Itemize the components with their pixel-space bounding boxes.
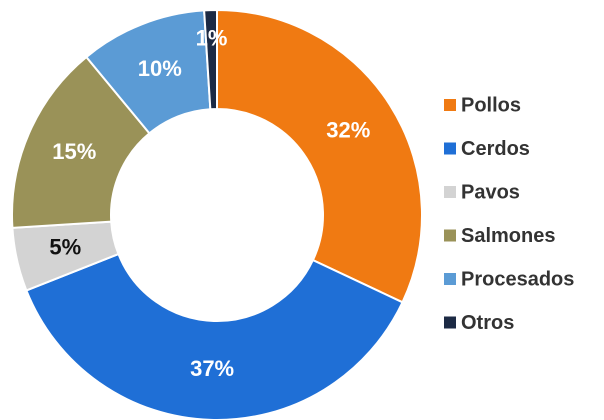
legend-label: Otros <box>461 312 514 334</box>
donut-slice <box>25 252 404 420</box>
donut-slice <box>203 8 218 111</box>
data-label: 32% <box>326 117 370 142</box>
legend-swatch <box>444 99 456 111</box>
legend-label: Cerdos <box>461 138 530 160</box>
donut-slice <box>216 8 423 304</box>
data-label: 1% <box>196 25 228 50</box>
legend-swatch <box>444 229 456 242</box>
data-label: 5% <box>49 235 81 260</box>
legend-label: Salmones <box>461 225 555 247</box>
legend-label: Procesados <box>461 268 574 290</box>
legend-label: Pavos <box>461 181 520 203</box>
legend-swatch <box>444 186 456 198</box>
legend-label: Pollos <box>461 94 521 116</box>
donut-slice <box>11 55 151 229</box>
data-label: 37% <box>190 356 234 381</box>
legend-swatch <box>444 273 456 285</box>
data-label: 10% <box>138 56 182 81</box>
legend-swatch <box>444 316 456 329</box>
legend-swatch <box>444 142 456 155</box>
data-label: 15% <box>52 139 96 164</box>
